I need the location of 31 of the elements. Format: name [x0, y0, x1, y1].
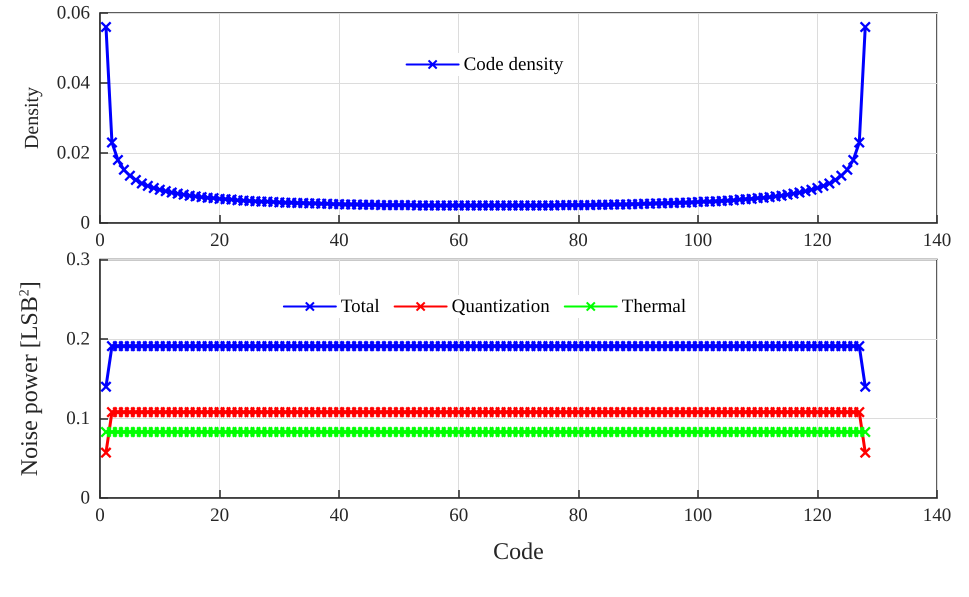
x-tick-label: 20	[210, 230, 230, 251]
y-tick-label: 0.3	[66, 249, 90, 270]
x-tick-label: 120	[803, 230, 832, 251]
y-tick-label: 0.06	[56, 2, 90, 24]
x-tick-label: 80	[568, 230, 588, 251]
x-tick-label: 0	[95, 505, 105, 526]
x-tick-label: 20	[210, 505, 230, 526]
x-tick-label: 100	[684, 505, 712, 526]
x-tick-label: 40	[330, 505, 349, 526]
y-tick-label: 0.02	[56, 142, 90, 164]
y-tick-label: 0.04	[56, 72, 90, 94]
y-tick-label: 0	[80, 212, 90, 234]
legend-label: Code density	[464, 54, 564, 75]
legend-label: Total	[340, 296, 380, 317]
x-tick-label: 140	[922, 230, 952, 251]
y-tick-label: 0.2	[66, 328, 90, 350]
x-tick-label: 0	[95, 230, 105, 251]
legend-label: Thermal	[622, 296, 686, 317]
y-tick-label: 0.1	[66, 408, 90, 429]
x-tick-label: 140	[922, 505, 952, 526]
x-tick-label: 40	[330, 230, 349, 251]
y-tick-label: 0	[80, 488, 90, 508]
x-tick-label: 60	[449, 505, 468, 526]
x-tick-label: 100	[684, 230, 712, 251]
x-tick-label: 120	[803, 505, 832, 526]
legend-label: Quantization	[452, 296, 550, 317]
x-tick-label: 60	[449, 230, 468, 251]
x-axis-title: Code	[493, 539, 544, 565]
y-axis-title: Noise power [LSB2]	[17, 281, 43, 476]
y-axis-title: Density	[21, 86, 43, 150]
x-tick-label: 80	[568, 505, 588, 526]
